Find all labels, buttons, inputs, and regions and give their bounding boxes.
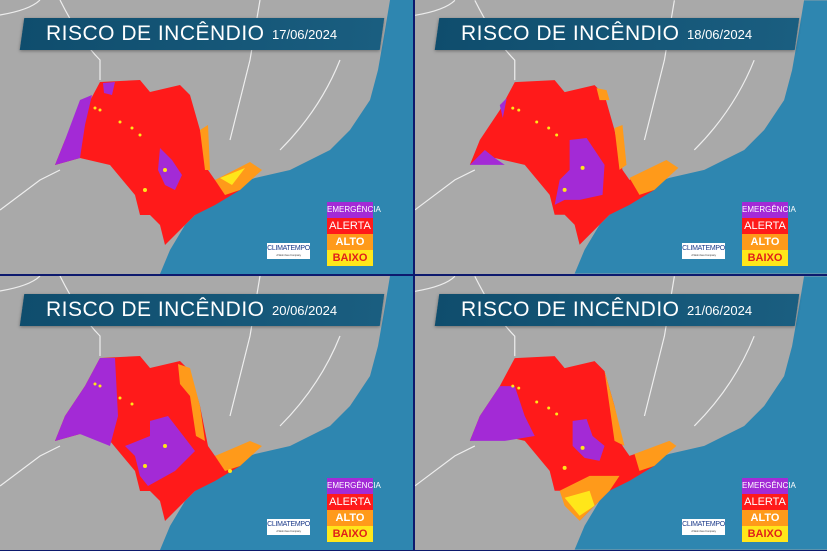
legend-baixo: BAIXO — [327, 250, 373, 266]
legend-alerta: ALERTA — [742, 218, 788, 234]
logo-tagline: A StormGeo Company — [276, 529, 301, 533]
panel-date: 17/06/2024 — [272, 27, 338, 42]
panel-date: 21/06/2024 — [687, 303, 753, 318]
logo-tagline: A StormGeo Company — [691, 253, 716, 257]
panel-date: 20/06/2024 — [272, 303, 338, 318]
logo-text: CLIMATEMPO — [267, 521, 310, 528]
legend-alerta: ALERTA — [742, 494, 788, 510]
legend-alto: ALTO — [742, 234, 788, 250]
climatempo-logo: CLIMATEMPO A StormGeo Company — [682, 243, 725, 259]
logo-text: CLIMATEMPO — [682, 245, 725, 252]
legend-alto: ALTO — [327, 234, 373, 250]
climatempo-logo: CLIMATEMPO A StormGeo Company — [267, 243, 310, 259]
logo-text: CLIMATEMPO — [267, 245, 310, 252]
panel-date: 18/06/2024 — [687, 27, 753, 42]
panel-title: RISCO DE INCÊNDIO — [461, 298, 680, 321]
legend-baixo: BAIXO — [327, 526, 373, 542]
legend-baixo: BAIXO — [742, 250, 788, 266]
legend-emergencia: EMERGÊNCIA — [742, 478, 796, 494]
legend-alerta: ALERTA — [327, 218, 373, 234]
map-panel-21-06: RISCO DE INCÊNDIO 21/06/2024 EMERGÊNCIA … — [415, 276, 827, 550]
risk-legend: EMERGÊNCIA ALERTA ALTO BAIXO — [327, 202, 381, 266]
panel-title: RISCO DE INCÊNDIO — [46, 22, 265, 45]
climatempo-logo: CLIMATEMPO A StormGeo Company — [682, 519, 725, 535]
legend-alto: ALTO — [327, 510, 373, 526]
legend-emergencia: EMERGÊNCIA — [327, 202, 381, 218]
logo-tagline: A StormGeo Company — [276, 253, 301, 257]
logo-text: CLIMATEMPO — [682, 521, 725, 528]
logo-tagline: A StormGeo Company — [691, 529, 716, 533]
risk-legend: EMERGÊNCIA ALERTA ALTO BAIXO — [742, 478, 796, 542]
risk-legend: EMERGÊNCIA ALERTA ALTO BAIXO — [327, 478, 381, 542]
legend-alto: ALTO — [742, 510, 788, 526]
legend-emergencia: EMERGÊNCIA — [327, 478, 381, 494]
legend-alerta: ALERTA — [327, 494, 373, 510]
climatempo-logo: CLIMATEMPO A StormGeo Company — [267, 519, 310, 535]
map-panel-17-06: RISCO DE INCÊNDIO 17/06/2024 EMERGÊNCIA … — [0, 0, 413, 274]
map-panel-20-06: RISCO DE INCÊNDIO 20/06/2024 EMERGÊNCIA … — [0, 276, 413, 550]
map-panel-18-06: RISCO DE INCÊNDIO 18/06/2024 EMERGÊNCIA … — [415, 0, 827, 274]
panel-title: RISCO DE INCÊNDIO — [461, 22, 680, 45]
risk-legend: EMERGÊNCIA ALERTA ALTO BAIXO — [742, 202, 796, 266]
panel-title: RISCO DE INCÊNDIO — [46, 298, 265, 321]
legend-baixo: BAIXO — [742, 526, 788, 542]
legend-emergencia: EMERGÊNCIA — [742, 202, 796, 218]
